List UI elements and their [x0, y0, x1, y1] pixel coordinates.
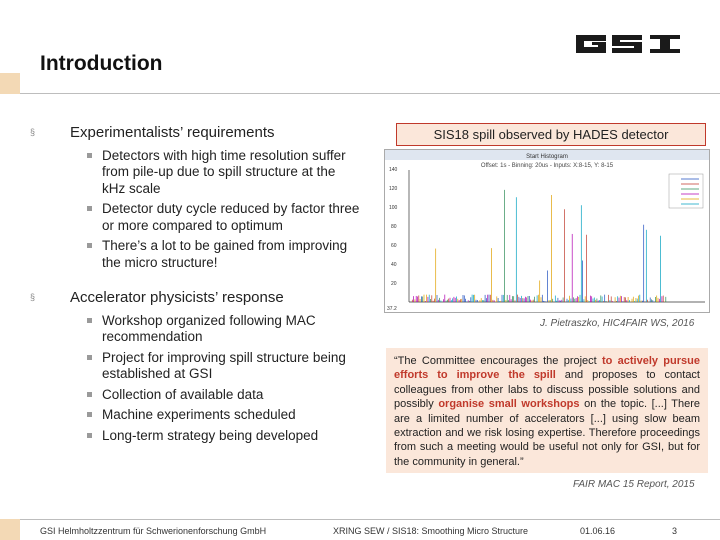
- footer-organization: GSI Helmholtzzentrum für Schwerionenfors…: [40, 526, 267, 536]
- sub-bullet: Project for improving spill structure be…: [30, 350, 360, 383]
- sub-bullet: Detector duty cycle reduced by factor th…: [30, 201, 360, 234]
- y-tick: 80: [391, 224, 397, 230]
- quote-credit: FAIR MAC 15 Report, 2015: [573, 479, 695, 490]
- slide-title: Introduction: [40, 52, 163, 75]
- title-divider: [20, 93, 720, 94]
- y-tick: 100: [389, 205, 398, 211]
- y-tick: 40: [391, 262, 397, 268]
- footer-divider: [20, 519, 720, 520]
- histogram-caption: SIS18 spill observed by HADES detector: [396, 123, 706, 146]
- sub-bullet: There’s a lot to be gained from improvin…: [30, 238, 360, 271]
- histogram-spikes: [410, 189, 667, 302]
- y-tick: 60: [391, 243, 397, 249]
- bullet-accelerator-physicists: § Accelerator physicists’ response: [30, 289, 284, 306]
- footer-page-number: 3: [672, 526, 678, 536]
- plot-title: Start Histogram: [526, 154, 568, 160]
- histogram-credit: J. Pietraszko, HIC4FAIR WS, 2016: [540, 318, 695, 329]
- bullet-marker: §: [30, 292, 36, 302]
- sub-bullet: Detectors with high time resolution suff…: [30, 148, 360, 198]
- plot-legend: [668, 173, 704, 209]
- footer-event: XRING SEW / SIS18: Smoothing Micro Struc…: [333, 526, 529, 536]
- y-tick: 120: [389, 186, 398, 192]
- gsi-logo-icon: [576, 35, 680, 53]
- quote-highlight: organise small workshops: [438, 398, 580, 411]
- sub-bullet: Machine experiments scheduled: [30, 407, 360, 424]
- sub-bullet: Long-term strategy being developed: [30, 428, 360, 445]
- sub-bullet: Workshop organized following MAC recomme…: [30, 313, 360, 346]
- bullet-marker: §: [30, 127, 36, 137]
- histogram-image: Start Histogram Offset: 1s - Binning: 20…: [384, 149, 710, 313]
- sub-bullet: Collection of available data: [30, 387, 360, 404]
- footer-date: 01.06.16: [580, 526, 616, 536]
- y-tick: 140: [389, 167, 398, 173]
- footer-accent-bar: [0, 519, 20, 540]
- mac-quote: “The Committee encourages the project to…: [386, 348, 708, 473]
- quote-highlight: to actively pursue efforts to improve th…: [394, 355, 700, 382]
- bullet-list: § Experimentalists’ requirements Detecto…: [30, 124, 360, 445]
- y-tick: 20: [391, 281, 397, 287]
- plot-subtitle: Offset: 1s - Binning: 20us - Inputs: X:8…: [481, 163, 614, 169]
- bullet-experimentalists: § Experimentalists’ requirements: [30, 124, 275, 141]
- title-accent-bar: [0, 73, 20, 94]
- corner-label: 37.2: [387, 306, 397, 312]
